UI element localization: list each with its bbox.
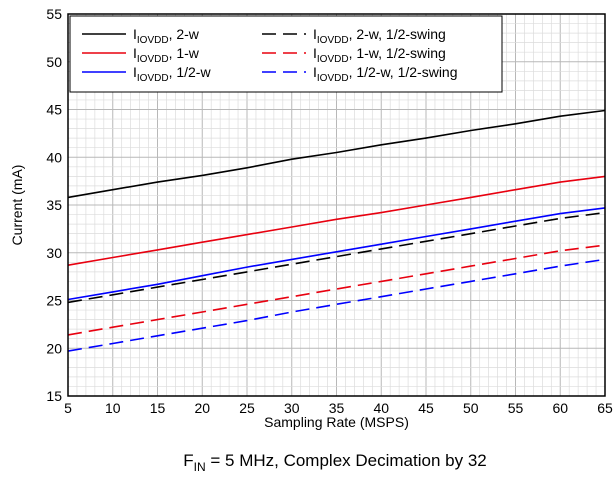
series-line-6 <box>67 258 606 352</box>
series-line-3 <box>67 207 606 301</box>
x-tick-label: 60 <box>552 400 568 416</box>
y-tick-label: 45 <box>46 102 62 118</box>
y-tick-label: 25 <box>46 293 62 309</box>
legend-label-5: IIOVDD, 1-w, 1/2-swing <box>313 45 446 65</box>
series-line-4 <box>67 211 606 304</box>
x-tick-label: 55 <box>508 400 524 416</box>
x-tick-label: 5 <box>64 400 72 416</box>
legend-label-6: IIOVDD, 1/2-w, 1/2-swing <box>313 64 458 84</box>
series-layer <box>67 109 606 352</box>
y-tick-label: 40 <box>46 149 62 165</box>
y-tick-label: 35 <box>46 197 62 213</box>
x-tick-label: 40 <box>373 400 389 416</box>
tick-labels: 5 10 15 20 25 30 35 40 45 50 55 60 65 15 20 25 30 35 40 45 5… <box>46 6 613 416</box>
x-tick-label: 20 <box>194 400 210 416</box>
y-tick-label: 15 <box>46 388 62 404</box>
x-tick-label: 65 <box>597 400 613 416</box>
plot-frame <box>67 13 606 397</box>
legend-label-4: IIOVDD, 2-w, 1/2-swing <box>313 26 446 46</box>
series-line-2 <box>67 175 606 266</box>
x-tick-label: 15 <box>150 400 166 416</box>
legend-box <box>69 15 503 93</box>
series-line-1 <box>67 109 606 199</box>
x-tick-label: 30 <box>284 400 300 416</box>
legend-label-1: IIOVDD, 2-w <box>133 26 200 46</box>
y-tick-label: 50 <box>46 54 62 70</box>
x-axis-title: Sampling Rate (MSPS) <box>264 414 409 430</box>
chart-caption: FIN = 5 MHz, Complex Decimation by 32 <box>183 451 486 474</box>
x-tick-label: 50 <box>463 400 479 416</box>
legend-label-3: IIOVDD, 1/2-w <box>133 64 211 84</box>
x-tick-label: 10 <box>105 400 121 416</box>
y-tick-label: 30 <box>46 245 62 261</box>
legend-label-2: IIOVDD, 1-w <box>133 45 200 65</box>
x-tick-label: 35 <box>329 400 345 416</box>
y-tick-label: 55 <box>46 6 62 22</box>
x-tick-label: 45 <box>418 400 434 416</box>
series-line-5 <box>67 244 606 336</box>
y-tick-label: 20 <box>46 340 62 356</box>
y-axis-title: Current (mA) <box>9 165 25 246</box>
x-tick-label: 25 <box>239 400 255 416</box>
